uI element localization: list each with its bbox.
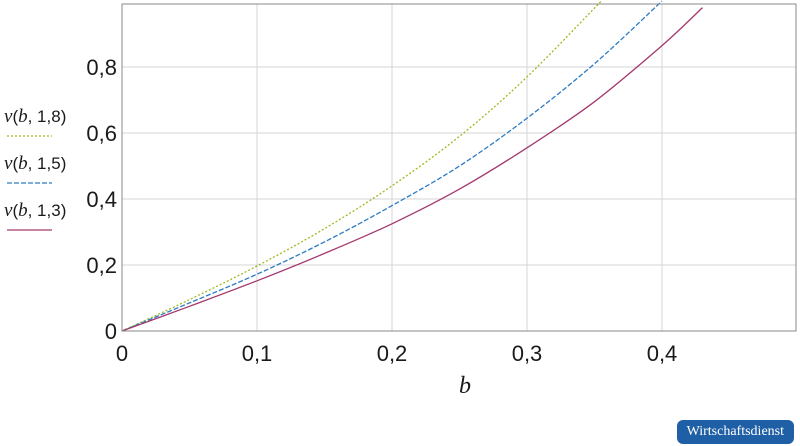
x-axis-label: b — [459, 373, 471, 399]
y-tick-label: 0,6 — [86, 121, 117, 146]
y-tick-label: 0 — [105, 319, 117, 344]
y-tick-label: 0,4 — [86, 187, 117, 212]
publisher-badge: Wirtschaftsdienst — [676, 420, 794, 444]
x-tick-label: 0,4 — [647, 341, 678, 366]
legend: v(b, 1,8) v(b, 1,5) v(b, 1,3) — [4, 106, 66, 231]
legend-label: v(b, 1,8) — [4, 106, 66, 127]
x-tick-label: 0,3 — [512, 341, 543, 366]
series-lines — [121, 0, 703, 332]
y-tick-label: 0,2 — [86, 253, 117, 278]
series-line — [121, 7, 703, 332]
x-tick-label: 0,1 — [242, 341, 273, 366]
legend-label: v(b, 1,5) — [4, 153, 66, 174]
series-line — [121, 0, 602, 332]
series-line — [121, 0, 663, 332]
y-tick-label: 0,8 — [86, 55, 117, 80]
legend-label: v(b, 1,3) — [4, 200, 66, 221]
tick-labels: 0 0,1 0,2 0,3 0,4 0 0,2 0,4 0,6 0,8 — [86, 55, 677, 366]
x-tick-label: 0,2 — [377, 341, 408, 366]
grid-lines — [122, 4, 796, 331]
x-tick-label: 0 — [116, 341, 128, 366]
plot-frame — [121, 3, 797, 332]
